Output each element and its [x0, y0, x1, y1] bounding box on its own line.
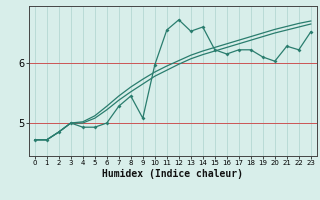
X-axis label: Humidex (Indice chaleur): Humidex (Indice chaleur)	[102, 169, 243, 179]
